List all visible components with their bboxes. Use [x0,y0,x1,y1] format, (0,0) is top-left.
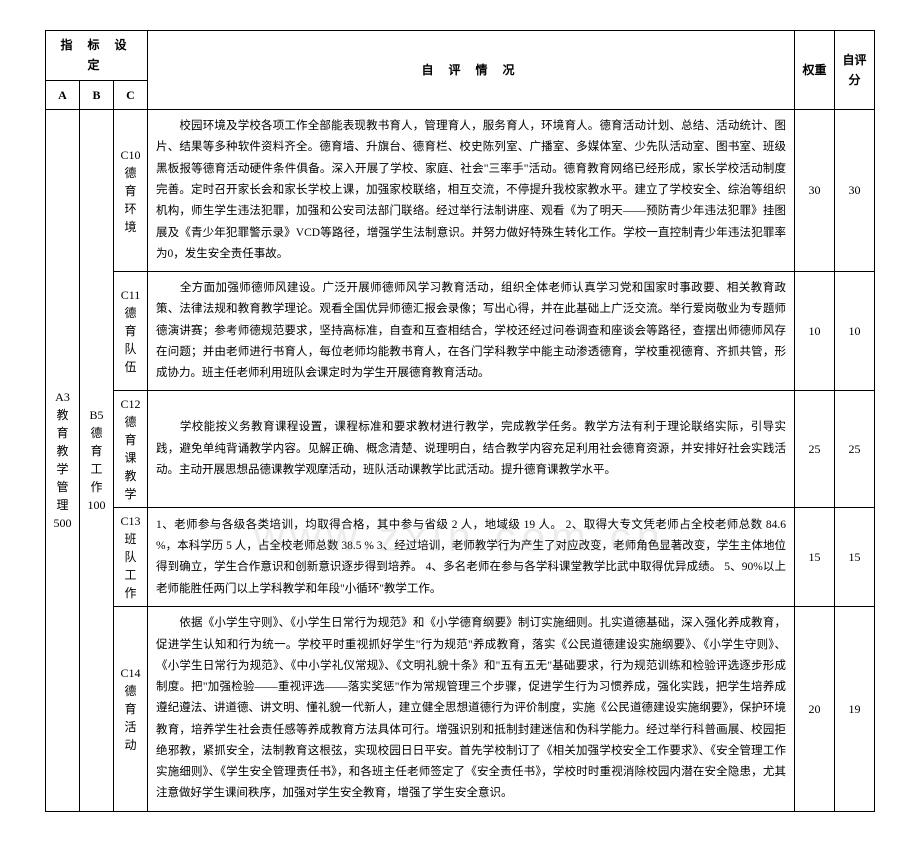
c14-label: C14 德育活动 [114,607,148,811]
c11-desc: 全方面加强师德师风建设。广泛开展师德师风学习教育活动，组织全体老师认真学习党和国… [148,272,795,391]
c12-label: C12 德育课教学 [114,391,148,508]
col-a-cell: A3 教育教学管理500 [46,110,80,812]
c11-weight: 10 [795,272,835,391]
header-score: 自评分 [835,31,875,110]
c10-desc: 校园环境及学校各项工作全部能表现教书育人，管理育人，服务育人，环境育人。德育活动… [148,110,795,272]
header-c: C [114,80,148,109]
c14-desc: 依据《小学生守则》、《小学生日常行为规范》和《小学德育纲要》制订实施细则。扎实道… [148,607,795,811]
header-b: B [80,80,114,109]
header-indicator-group: 指 标 设 定 [46,31,148,81]
c11-score: 10 [835,272,875,391]
c10-score: 30 [835,110,875,272]
c13-score: 15 [835,508,875,607]
c12-weight: 25 [795,391,835,508]
c13-weight: 15 [795,508,835,607]
c14-score: 19 [835,607,875,811]
c10-label: C10 德育环境 [114,110,148,272]
evaluation-table: 指 标 设 定 自 评 情 况 权重 自评分 A B C A3 教育教学管理50… [45,30,875,812]
c13-desc: 1、老师参与各级各类培训，均取得合格，其中参与省级 2 人，地域级 19 人。 … [148,508,795,607]
c10-weight: 30 [795,110,835,272]
c13-label: C13 班队工作 [114,508,148,607]
c14-weight: 20 [795,607,835,811]
c11-label: C11 德育队伍 [114,272,148,391]
header-a: A [46,80,80,109]
c12-desc: 学校能按义务教育课程设置，课程标准和要求教材进行教学，完成教学任务。教学方法有利… [148,391,795,508]
col-b-cell: B5 德育工作100 [80,110,114,812]
header-weight: 权重 [795,31,835,110]
c12-score: 25 [835,391,875,508]
header-self-eval: 自 评 情 况 [148,31,795,110]
